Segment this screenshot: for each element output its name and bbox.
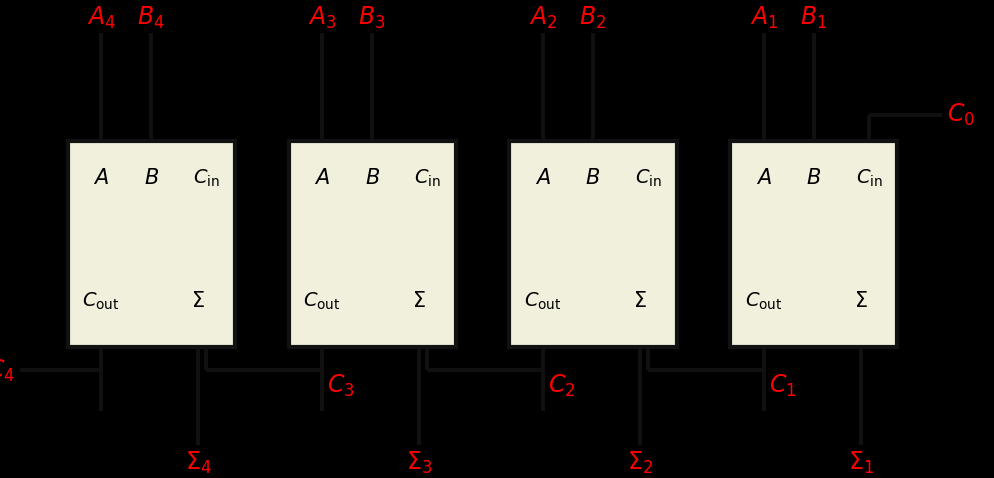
Text: $A$: $A$ — [314, 168, 330, 188]
Text: $\Sigma$: $\Sigma$ — [632, 291, 646, 311]
Text: $A$: $A$ — [535, 168, 551, 188]
Text: $A_1$: $A_1$ — [748, 5, 777, 31]
Text: $C_{\mathrm{out}}$: $C_{\mathrm{out}}$ — [83, 291, 120, 312]
Text: $B$: $B$ — [143, 168, 159, 188]
Text: $C_1$: $C_1$ — [768, 373, 795, 399]
Text: $C_0$: $C_0$ — [946, 102, 974, 128]
Text: $C_3$: $C_3$ — [327, 373, 354, 399]
Text: $\Sigma_3$: $\Sigma_3$ — [406, 449, 431, 476]
Text: $C_{\mathrm{out}}$: $C_{\mathrm{out}}$ — [524, 291, 562, 312]
Text: $C_{\mathrm{out}}$: $C_{\mathrm{out}}$ — [745, 291, 782, 312]
Text: $B$: $B$ — [805, 168, 821, 188]
Bar — [509, 141, 676, 347]
Text: $C_{\mathrm{in}}$: $C_{\mathrm{in}}$ — [193, 167, 220, 189]
Text: $A$: $A$ — [93, 168, 109, 188]
Text: $A_4$: $A_4$ — [86, 5, 115, 31]
Text: $C_{\mathrm{in}}$: $C_{\mathrm{in}}$ — [634, 167, 661, 189]
Text: $\Sigma$: $\Sigma$ — [191, 291, 205, 311]
Bar — [68, 141, 235, 347]
Text: $A_2$: $A_2$ — [528, 5, 557, 31]
Text: $A_3$: $A_3$ — [307, 5, 336, 31]
Text: $\Sigma$: $\Sigma$ — [853, 291, 867, 311]
Text: $C_{\mathrm{in}}$: $C_{\mathrm{in}}$ — [855, 167, 882, 189]
Text: $C_{\mathrm{out}}$: $C_{\mathrm{out}}$ — [303, 291, 341, 312]
Text: $B$: $B$ — [364, 168, 380, 188]
Text: $\Sigma_1$: $\Sigma_1$ — [847, 449, 873, 476]
Text: $\Sigma_4$: $\Sigma_4$ — [185, 449, 211, 476]
Text: $C_4$: $C_4$ — [0, 358, 15, 383]
Bar — [730, 141, 897, 347]
Text: $A$: $A$ — [755, 168, 771, 188]
Text: $\Sigma$: $\Sigma$ — [412, 291, 425, 311]
Text: $B_2$: $B_2$ — [579, 5, 606, 31]
Text: $B$: $B$ — [584, 168, 600, 188]
Text: $B_4$: $B_4$ — [137, 5, 165, 31]
Text: $\Sigma_2$: $\Sigma_2$ — [626, 449, 652, 476]
Text: $C_{\mathrm{in}}$: $C_{\mathrm{in}}$ — [414, 167, 440, 189]
Text: $B_1$: $B_1$ — [799, 5, 827, 31]
Text: $C_2$: $C_2$ — [548, 373, 575, 399]
Text: $B_3$: $B_3$ — [358, 5, 386, 31]
Bar — [288, 141, 455, 347]
